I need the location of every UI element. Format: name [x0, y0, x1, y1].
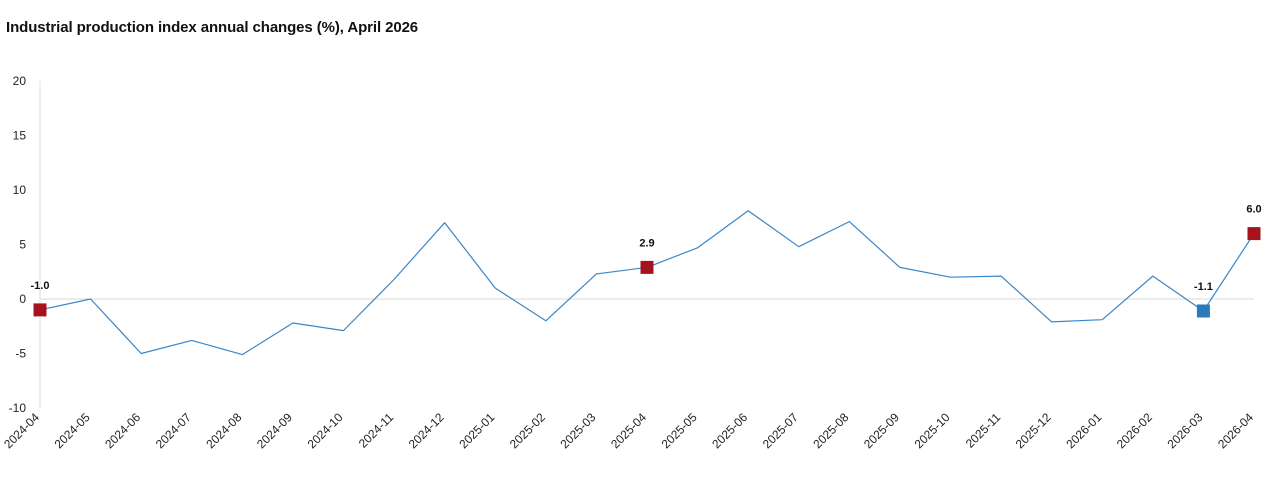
chart-title: Industrial production index annual chang… — [6, 19, 419, 36]
x-tick-label: 2025-04 — [608, 410, 649, 451]
highlight-markers — [33, 227, 1261, 318]
x-tick-label: 2025-10 — [912, 410, 953, 451]
x-tick-label: 2025-09 — [861, 410, 902, 451]
highlight-marker — [1247, 227, 1261, 241]
x-tick-label: 2024-10 — [305, 410, 346, 451]
x-tick-label: 2025-07 — [760, 410, 801, 451]
x-tick-label: 2025-06 — [709, 410, 750, 451]
x-tick-label: 2025-05 — [659, 410, 700, 451]
y-tick-label: -5 — [15, 347, 26, 361]
x-tick-label: 2024-06 — [102, 410, 143, 451]
highlight-marker — [33, 303, 47, 317]
x-tick-label: 2025-03 — [557, 410, 598, 451]
x-tick-label: 2024-11 — [356, 410, 397, 451]
y-tick-label: 10 — [13, 183, 27, 197]
y-tick-label: 5 — [19, 238, 26, 252]
y-tick-label: 15 — [13, 129, 27, 143]
x-axis-ticks: 2024-04 2024-05 2024-06 2024-07 2024-08 2024-… — [1, 410, 1256, 451]
x-tick-label: 2024-08 — [203, 410, 244, 451]
x-tick-label: 2025-02 — [507, 410, 548, 451]
x-tick-label: 2024-04 — [1, 410, 42, 451]
series-lines — [39, 210, 1255, 356]
x-tick-label: 2024-07 — [153, 410, 194, 451]
y-tick-label: 20 — [13, 74, 27, 88]
highlight-marker — [1196, 304, 1210, 318]
data-label: 6.0 — [1246, 204, 1261, 216]
data-label: -1.1 — [1194, 281, 1213, 293]
x-tick-label: 2026-01 — [1063, 410, 1104, 451]
x-tick-label: 2026-03 — [1164, 410, 1205, 451]
x-tick-label: 2025-11 — [963, 410, 1004, 451]
x-tick-label: 2024-12 — [406, 410, 447, 451]
data-label: -1.0 — [31, 280, 50, 292]
x-tick-label: 2026-02 — [1114, 410, 1155, 451]
x-tick-label: 2024-05 — [52, 410, 93, 451]
y-axis-ticks: 20 15 10 5 0 -5 -10 — [9, 74, 27, 415]
y-tick-label: 0 — [19, 292, 26, 306]
highlight-marker — [640, 260, 654, 274]
y-tick-label: -10 — [9, 401, 27, 415]
x-tick-label: 2025-01 — [456, 410, 497, 451]
series-line — [39, 210, 1255, 356]
axes — [39, 81, 1254, 408]
x-tick-label: 2025-08 — [810, 410, 851, 451]
data-labels: -1.0 2.9 -1.1 6.0 — [31, 204, 1262, 293]
x-tick-label: 2026-04 — [1215, 410, 1256, 451]
x-tick-label: 2025-12 — [1013, 410, 1054, 451]
x-tick-label: 2024-09 — [254, 410, 295, 451]
data-label: 2.9 — [639, 237, 654, 249]
